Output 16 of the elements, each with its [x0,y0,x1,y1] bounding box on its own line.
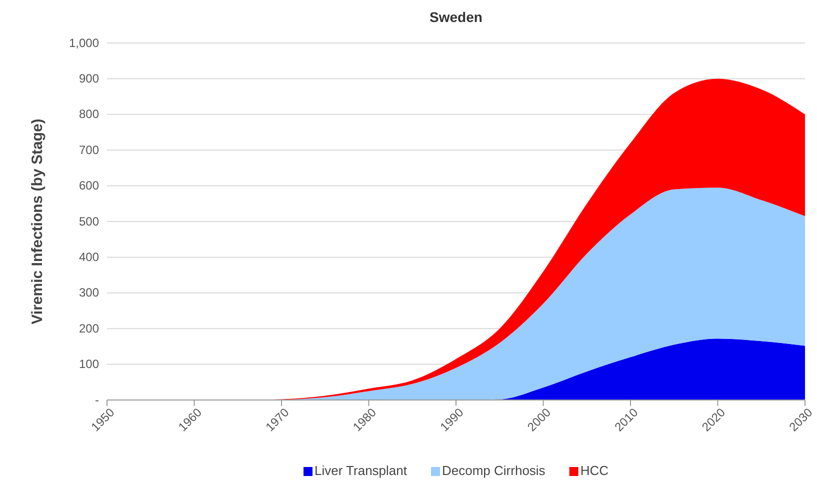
legend-label: HCC [580,463,608,478]
y-tick-label: - [95,392,99,407]
legend-label: Liver Transplant [314,463,408,478]
chart-title: Sweden [430,9,482,25]
y-tick-label: 300 [78,286,100,300]
y-axis-title: Viremic Infections (by Stage) [29,118,46,324]
y-tick-label: 100 [78,357,100,372]
legend-label: Decomp Cirrhosis [442,463,546,478]
y-tick-label: 1,000 [68,36,100,50]
y-tick-label: 600 [78,178,100,193]
y-tick-label: 200 [78,321,100,336]
y-tick-label: 800 [78,107,100,122]
y-tick-label: 700 [78,142,100,157]
y-tick-label: 500 [78,214,100,228]
y-tick-label: 400 [78,250,100,264]
y-tick-label: 900 [78,72,100,86]
